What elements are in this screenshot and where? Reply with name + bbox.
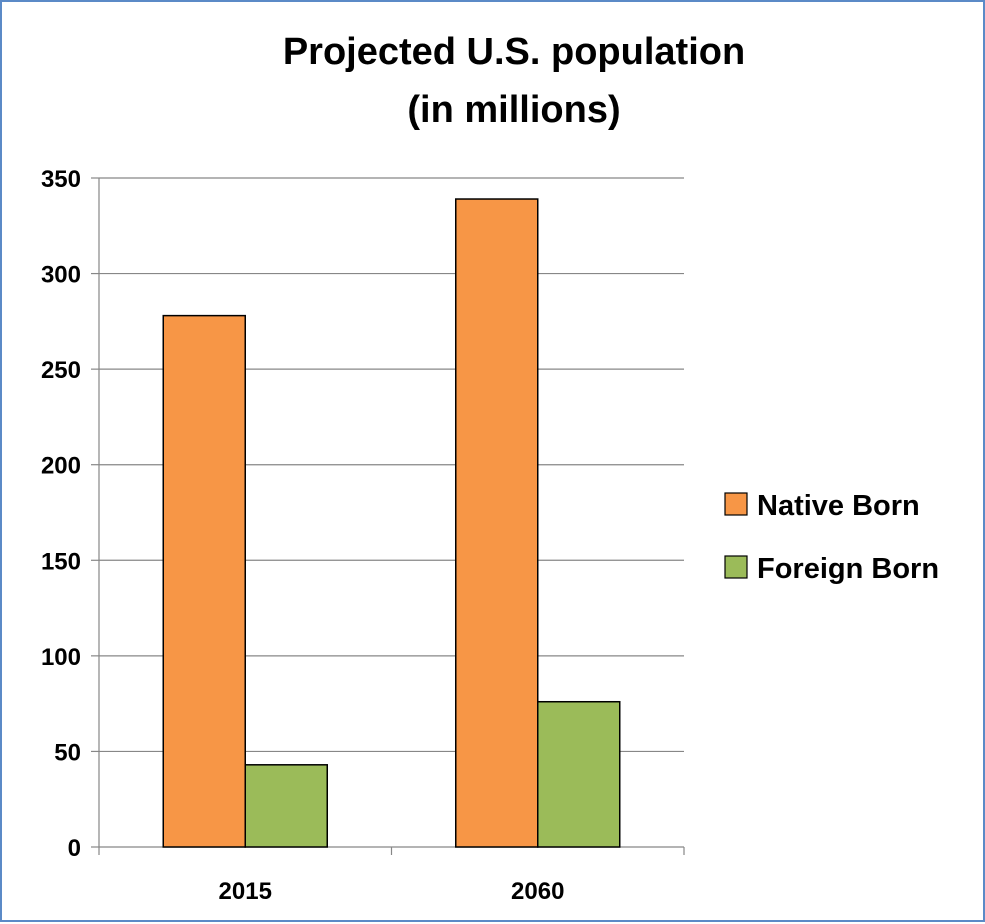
y-tick-label: 200 xyxy=(41,453,81,480)
chart-title-line-1: Projected U.S. population xyxy=(283,31,745,73)
bar-foreign-born-2060 xyxy=(537,700,621,848)
legend-label: Native Born xyxy=(757,490,920,522)
legend-label: Foreign Born xyxy=(757,553,939,585)
y-tick-label: 50 xyxy=(54,739,81,766)
y-tick-label: 250 xyxy=(41,357,81,384)
bars xyxy=(162,198,621,848)
y-tick-label: 350 xyxy=(41,166,81,193)
legend-swatch xyxy=(724,492,748,516)
tick-labels: 0 50 100 150 200 250 300 350 2015 2060 xyxy=(41,166,564,905)
legend: Native Born Foreign Born xyxy=(724,490,939,585)
y-tick-label: 0 xyxy=(68,835,81,862)
bar-foreign-born-2015 xyxy=(244,764,328,848)
bar-native-born-2060 xyxy=(455,198,539,848)
y-tick-label: 300 xyxy=(41,262,81,289)
x-tick-label: 2060 xyxy=(511,878,564,905)
legend-swatch xyxy=(724,555,748,579)
bar-native-born-2015 xyxy=(162,314,246,848)
y-tick-label: 150 xyxy=(41,548,81,575)
x-tick-label: 2015 xyxy=(219,878,272,905)
y-tick-label: 100 xyxy=(41,644,81,671)
chart-title-line-2: (in millions) xyxy=(407,89,620,131)
